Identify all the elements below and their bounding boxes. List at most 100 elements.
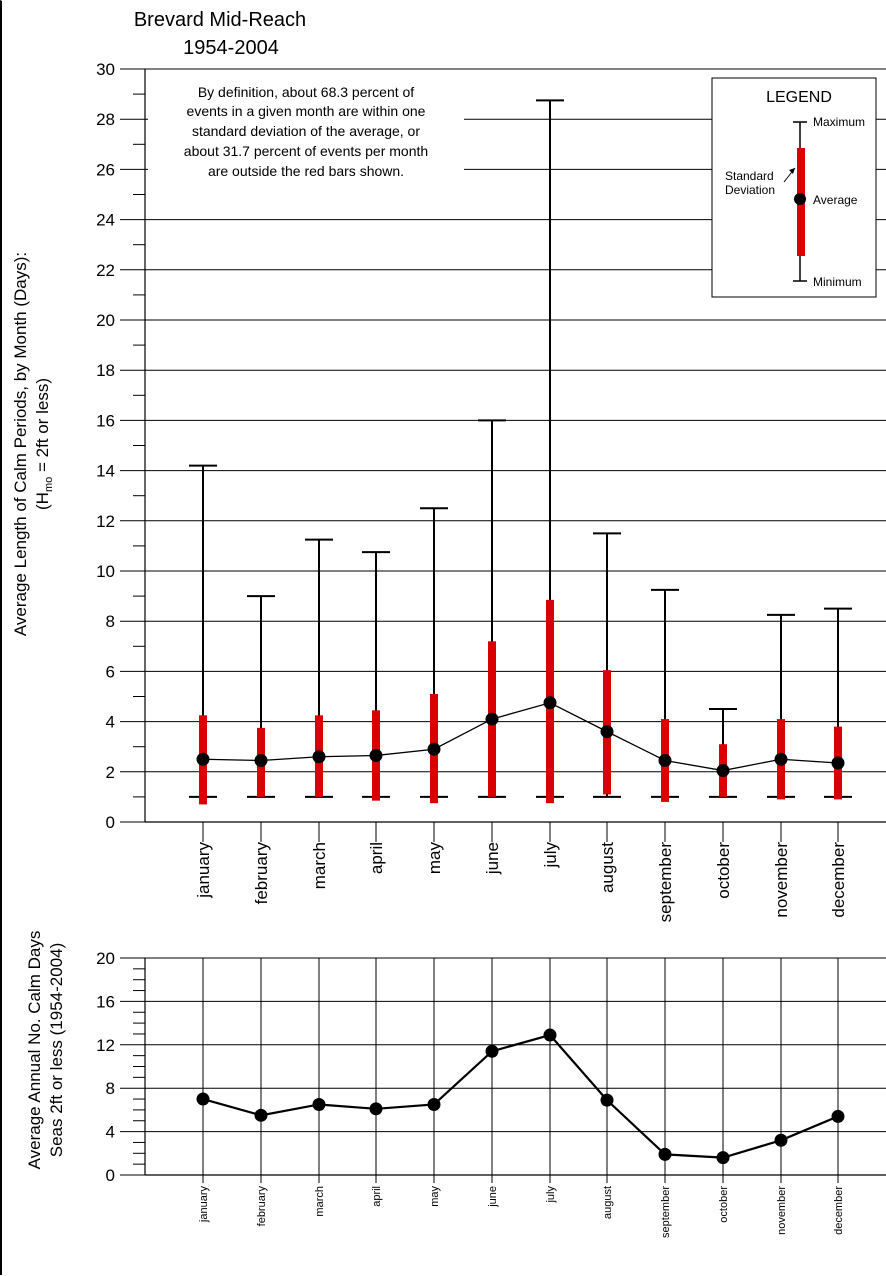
average-point-january [196, 752, 210, 766]
calm-days-line [202, 1033, 839, 1159]
legend-average-label: Average [813, 193, 858, 207]
x-label-october: october [718, 1186, 730, 1223]
top-y-label-line2: (Hmo = 2ft or less) [33, 378, 55, 510]
y-tick-label: 30 [96, 60, 115, 79]
average-point-august [600, 725, 614, 739]
annotation-line-2: events in a given month are within one [187, 103, 426, 119]
x-label-october: october [714, 842, 733, 899]
top-y-label-line1: Average Length of Calm Periods, by Month… [11, 252, 30, 636]
average-point-july [543, 696, 557, 710]
y-tick-label: 16 [96, 411, 115, 430]
calm-days-point-december [831, 1109, 845, 1123]
average-point-february [254, 754, 268, 768]
average-point-december [831, 756, 845, 770]
ylabel-h: (H [33, 492, 52, 510]
y-tick-label: 6 [106, 662, 115, 681]
ylabel-subscript: mo [43, 477, 55, 492]
x-label-july: july [545, 1186, 557, 1204]
bottom-axes: 0 4 8 12 16 20 [96, 949, 886, 1185]
average-point-march [312, 750, 326, 764]
x-label-december: december [833, 1186, 845, 1235]
x-label-june: june [483, 842, 502, 875]
x-label-june: june [487, 1186, 499, 1208]
bottom-chart-marks [196, 1028, 845, 1165]
calm-days-point-march [312, 1097, 326, 1111]
annotation-line-5: are outside the red bars shown. [208, 163, 404, 179]
x-label-january: january [194, 842, 213, 899]
y-tick-label: 0 [106, 813, 115, 832]
chart-subtitle: 1954-2004 [183, 37, 279, 59]
legend-box [711, 77, 877, 298]
y-tick-label: 12 [96, 1036, 115, 1055]
calm-days-point-february [254, 1108, 268, 1122]
x-label-january: january [198, 1186, 210, 1224]
y-tick-label: 14 [96, 462, 115, 481]
bottom-y-axis-label: Average Annual No. Calm Days Seas 2ft or… [25, 931, 66, 1170]
x-label-august: august [598, 842, 617, 893]
y-tick-label: 10 [96, 562, 115, 581]
top-x-tick-labels: january february march april may june july augu… [194, 842, 848, 923]
x-label-november: november [772, 842, 791, 918]
chart-title: Brevard Mid-Reach [134, 9, 306, 31]
legend-average-marker [794, 193, 806, 205]
x-label-september: september [656, 842, 675, 923]
x-label-march: march [310, 842, 329, 889]
bottom-y-label-line2: Seas 2ft or less (1954-2004) [47, 943, 66, 1158]
calm-days-point-july [543, 1028, 557, 1042]
calm-days-point-june [485, 1044, 499, 1058]
bottom-gridlines [145, 957, 886, 1183]
y-tick-label: 4 [106, 1123, 115, 1142]
x-label-march: march [314, 1186, 326, 1217]
x-label-april: april [367, 842, 386, 874]
legend-title: LEGEND [766, 89, 832, 106]
x-label-september: september [660, 1186, 672, 1238]
x-label-february: february [256, 1186, 268, 1227]
bottom-x-tick-labels: january february march april may june july augu… [198, 1186, 845, 1238]
x-label-july: july [541, 842, 560, 869]
calm-days-point-april [369, 1102, 383, 1116]
legend: LEGEND Maximum Average Minimum Standard … [711, 77, 877, 298]
bottom-y-label-line1: Average Annual No. Calm Days [25, 931, 44, 1170]
annotation-box [148, 78, 464, 182]
calm-days-point-august [600, 1093, 614, 1107]
y-tick-label: 20 [96, 949, 115, 968]
annotation-line-3: standard deviation of the average, or [192, 123, 420, 139]
y-tick-label: 4 [106, 713, 115, 732]
average-point-november [774, 752, 788, 766]
y-tick-label: 26 [96, 160, 115, 179]
legend-std-label-1: Standard [725, 169, 774, 183]
x-label-november: november [776, 1186, 788, 1235]
y-tick-label: 22 [96, 261, 115, 280]
y-tick-label: 0 [106, 1166, 115, 1185]
average-line [202, 702, 839, 772]
average-point-june [485, 712, 499, 726]
y-tick-label: 20 [96, 311, 115, 330]
legend-std-label-2: Deviation [725, 183, 775, 197]
y-tick-label: 24 [96, 211, 115, 230]
legend-minimum-label: Minimum [813, 275, 862, 289]
y-tick-label: 8 [106, 1079, 115, 1098]
x-label-august: august [602, 1186, 614, 1219]
average-point-october [716, 764, 730, 778]
y-tick-label: 12 [96, 512, 115, 531]
x-label-may: may [425, 842, 444, 875]
calm-days-point-november [774, 1133, 788, 1147]
legend-maximum-label: Maximum [813, 115, 865, 129]
y-tick-label: 18 [96, 361, 115, 380]
calm-days-point-september [658, 1147, 672, 1161]
calm-days-point-may [427, 1097, 441, 1111]
ylabel-rest: = 2ft or less) [33, 378, 52, 477]
calm-days-point-october [716, 1151, 730, 1165]
x-label-april: april [371, 1186, 383, 1207]
annotation-text: By definition, about 68.3 percent of eve… [184, 84, 428, 179]
y-tick-label: 2 [106, 763, 115, 782]
x-label-december: december [829, 842, 848, 918]
top-chart-marks [189, 99, 852, 805]
y-tick-label: 8 [106, 612, 115, 631]
annotation-line-1: By definition, about 68.3 percent of [198, 84, 414, 100]
y-tick-label: 16 [96, 992, 115, 1011]
average-point-may [427, 742, 441, 756]
x-label-february: february [252, 842, 271, 905]
